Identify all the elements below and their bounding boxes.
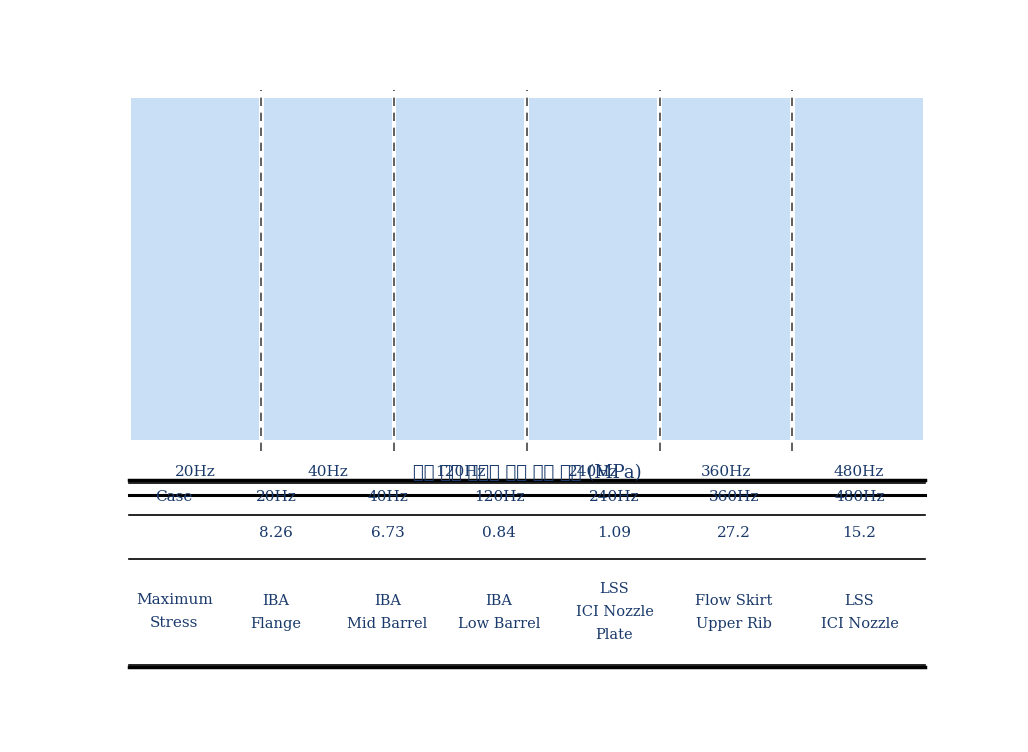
Text: LSS: LSS <box>599 582 629 596</box>
Text: 360Hz: 360Hz <box>708 490 760 504</box>
Text: 8.26: 8.26 <box>259 526 293 540</box>
Text: 15.2: 15.2 <box>843 526 877 540</box>
Text: Case: Case <box>155 490 193 504</box>
Text: IBA: IBA <box>374 593 401 608</box>
Text: Mid Barrel: Mid Barrel <box>347 617 428 631</box>
Text: 120Hz: 120Hz <box>474 490 524 504</box>
Text: 1.09: 1.09 <box>597 526 631 540</box>
Text: Flow Skirt: Flow Skirt <box>695 593 773 608</box>
Text: Upper Rib: Upper Rib <box>696 617 772 631</box>
Bar <box>795 98 923 440</box>
Text: 480Hz: 480Hz <box>834 465 884 479</box>
Bar <box>529 98 657 440</box>
Text: ICI Nozzle: ICI Nozzle <box>820 617 898 631</box>
Text: LSS: LSS <box>845 593 875 608</box>
Text: 360Hz: 360Hz <box>701 465 751 479</box>
Bar <box>397 98 524 440</box>
Text: 0.84: 0.84 <box>482 526 516 540</box>
Text: 펌프 맥동 하중에 대한 구조 응답 (MPa): 펌프 맥동 하중에 대한 구조 응답 (MPa) <box>412 464 641 482</box>
Text: IBA: IBA <box>485 593 513 608</box>
Bar <box>263 98 392 440</box>
Text: 40Hz: 40Hz <box>307 465 348 479</box>
Text: 240Hz: 240Hz <box>568 465 619 479</box>
Text: 480Hz: 480Hz <box>835 490 885 504</box>
Text: 27.2: 27.2 <box>718 526 750 540</box>
Text: Stress: Stress <box>150 616 198 629</box>
Text: 120Hz: 120Hz <box>435 465 485 479</box>
Text: Plate: Plate <box>595 629 633 642</box>
Text: Flange: Flange <box>251 617 301 631</box>
Text: 20Hz: 20Hz <box>175 465 215 479</box>
Text: IBA: IBA <box>262 593 290 608</box>
Text: Maximum: Maximum <box>136 593 213 607</box>
Text: 6.73: 6.73 <box>370 526 404 540</box>
Bar <box>131 98 259 440</box>
Text: Low Barrel: Low Barrel <box>457 617 540 631</box>
Bar <box>662 98 791 440</box>
Text: 40Hz: 40Hz <box>367 490 408 504</box>
Text: 20Hz: 20Hz <box>256 490 296 504</box>
Text: 240Hz: 240Hz <box>589 490 639 504</box>
Text: ICI Nozzle: ICI Nozzle <box>576 605 654 619</box>
